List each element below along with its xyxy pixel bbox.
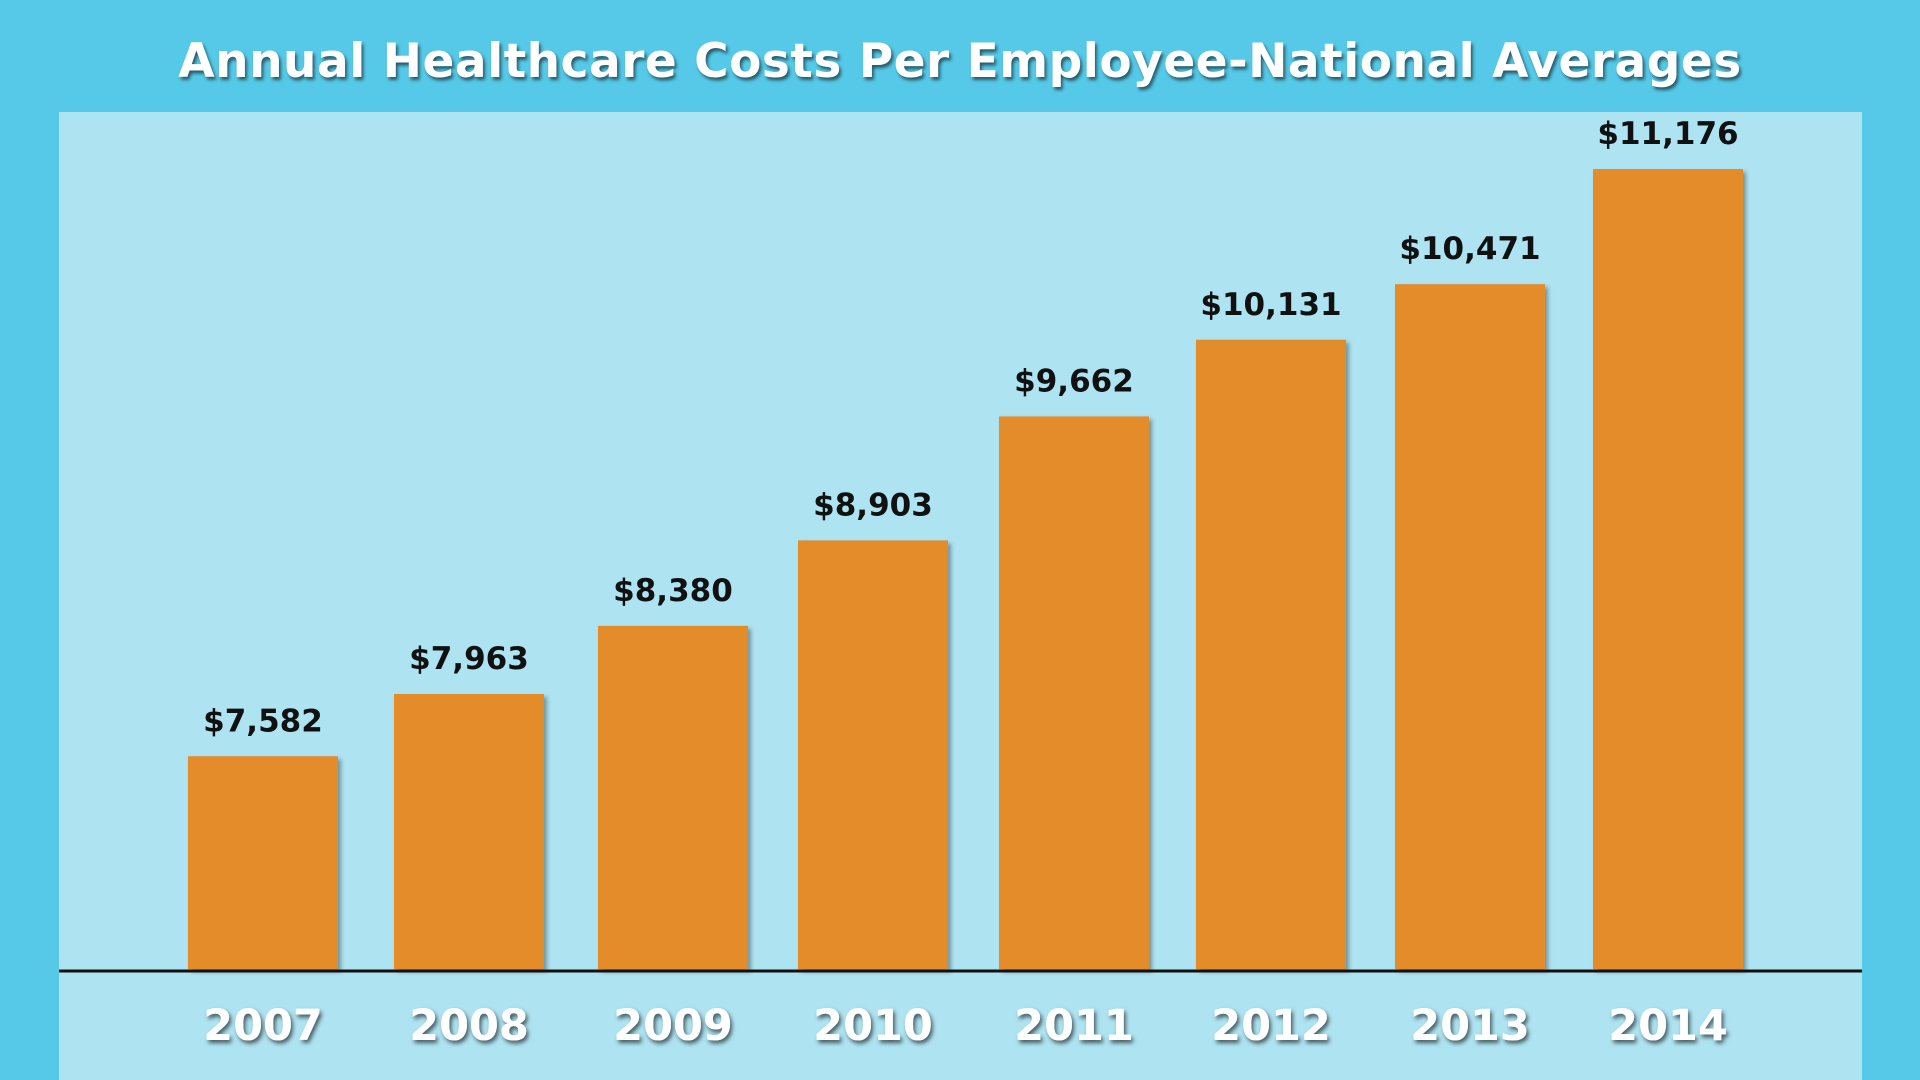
- value-label-2012: $10,131: [1200, 287, 1341, 323]
- bar-2011: [999, 416, 1149, 969]
- value-labels-group: $7,582 $7,963 $8,380 $8,903 $9,662 $10,131 $10…: [203, 116, 1738, 739]
- chart-title: Annual Healthcare Costs Per Employee-Nat…: [178, 34, 1742, 89]
- value-label-2008: $7,963: [409, 641, 529, 677]
- value-label-2014: $11,176: [1597, 116, 1738, 152]
- bar-chart: $7,582 $7,963 $8,380 $8,903 $9,662 $10,131 $10…: [59, 116, 1862, 1051]
- bar-2014: [1593, 169, 1743, 969]
- category-label-2014: 2014: [1608, 1001, 1728, 1051]
- category-label-2012: 2012: [1211, 1001, 1331, 1051]
- value-label-2010: $8,903: [813, 487, 933, 523]
- category-label-2013: 2013: [1410, 1001, 1530, 1051]
- bar-2010: [798, 540, 948, 969]
- category-label-2010: 2010: [813, 1001, 933, 1051]
- category-label-2011: 2011: [1014, 1001, 1134, 1051]
- category-labels-group: 2007 2008 2009 2010 2011 2012 2013 2014: [203, 1001, 1728, 1051]
- value-label-2009: $8,380: [613, 573, 733, 609]
- value-label-2007: $7,582: [203, 703, 323, 739]
- plot-area: $7,582 $7,963 $8,380 $8,903 $9,662 $10,131 $10…: [59, 112, 1862, 1080]
- bar-2013: [1395, 284, 1545, 970]
- category-label-2007: 2007: [203, 1001, 323, 1051]
- bar-2009: [598, 625, 748, 969]
- category-label-2009: 2009: [613, 1001, 733, 1051]
- category-label-2008: 2008: [409, 1001, 529, 1051]
- bars-group: [188, 169, 1743, 970]
- bar-2012: [1196, 339, 1346, 969]
- bar-2008: [394, 694, 544, 969]
- value-label-2011: $9,662: [1014, 363, 1134, 399]
- bar-2007: [188, 756, 338, 969]
- value-label-2013: $10,471: [1399, 231, 1540, 267]
